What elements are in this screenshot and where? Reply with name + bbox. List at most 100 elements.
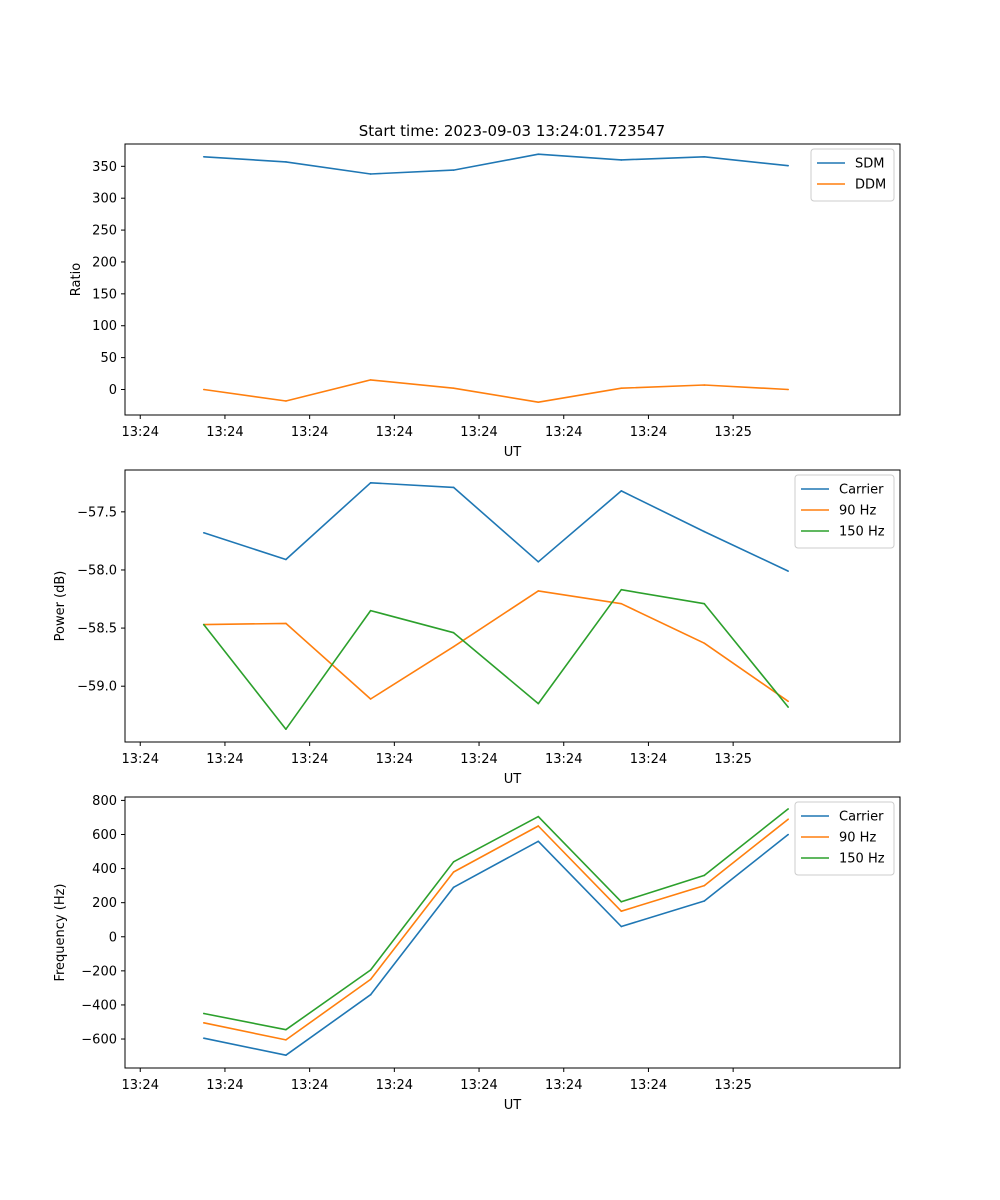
data-point — [787, 570, 789, 572]
legend: SDM DDM — [810, 148, 895, 202]
series-line-carrier — [203, 833, 789, 1056]
series-line-sdm — [203, 153, 789, 175]
series-line-ddm — [203, 379, 789, 404]
data-point — [537, 825, 540, 827]
x-tick-label: 13:24 — [460, 425, 497, 440]
x-axis-label: UT — [504, 445, 522, 460]
data-point — [369, 978, 372, 981]
legend: Carrier 90 Hz 150 Hz — [794, 801, 895, 876]
data-point — [369, 969, 372, 971]
axes-frame — [124, 143, 901, 416]
x-axis-label: UT — [504, 772, 522, 787]
data-point — [452, 631, 455, 634]
axes-frame — [124, 796, 901, 1069]
y-tick-label: 150 — [92, 287, 117, 302]
chart-panel-2: 13:24 13:24 13:24 13:24 13:24 13:24 13:24 13:25… — [53, 469, 901, 787]
data-point — [285, 622, 287, 625]
data-point — [537, 702, 540, 705]
data-point — [537, 590, 540, 592]
legend-label: DDM — [855, 178, 886, 193]
y-tick-label: 200 — [92, 896, 117, 911]
x-tick-label: 13:24 — [206, 1078, 243, 1093]
data-point — [452, 860, 455, 863]
data-point — [369, 379, 372, 381]
data-point — [202, 531, 205, 534]
data-point — [285, 1039, 287, 1041]
chart-panel-1: 13:24 13:24 13:24 13:24 13:24 13:24 13:24 13:25… — [69, 143, 901, 460]
y-tick-label: 600 — [92, 828, 117, 843]
data-point — [620, 159, 623, 161]
legend-label: Carrier — [839, 810, 884, 825]
series-line-carrier — [203, 481, 789, 572]
data-point — [620, 910, 623, 912]
data-point — [787, 808, 789, 810]
data-point — [285, 400, 287, 402]
data-point — [620, 588, 623, 591]
data-point — [202, 388, 205, 391]
y-tick-label: −59.0 — [77, 680, 117, 695]
figure-title: Start time: 2023-09-03 13:24:01.723547 — [359, 122, 665, 140]
y-tick-label: 100 — [92, 319, 117, 334]
x-tick-label: 13:24 — [460, 1078, 497, 1093]
y-tick-label: 400 — [92, 862, 117, 877]
y-axis-label: Power (dB) — [53, 571, 68, 642]
x-tick-label: 13:24 — [206, 425, 243, 440]
x-tick-label: 13:24 — [291, 425, 328, 440]
legend-box — [794, 801, 895, 876]
y-tick-label: 200 — [92, 255, 117, 270]
y-tick-label: −600 — [81, 1033, 117, 1048]
y-tick-label: −58.0 — [77, 563, 117, 578]
axes-frame — [124, 469, 901, 743]
data-point — [452, 486, 455, 489]
data-point — [202, 1022, 205, 1024]
x-tick-label: 13:24 — [122, 1078, 159, 1093]
x-tick-label: 13:24 — [122, 425, 159, 440]
data-point — [787, 388, 789, 391]
y-tick-label: 250 — [92, 224, 117, 239]
data-point — [285, 728, 287, 731]
data-point — [452, 387, 455, 390]
data-point — [452, 886, 455, 889]
data-point — [620, 901, 623, 903]
data-point — [787, 818, 789, 820]
legend-label: 150 Hz — [839, 525, 885, 540]
x-tick-label: 13:24 — [206, 752, 243, 767]
x-tick-label: 13:24 — [630, 752, 667, 767]
data-point — [703, 642, 706, 644]
data-point — [369, 698, 372, 700]
data-point — [369, 609, 372, 612]
data-point — [620, 925, 623, 928]
data-point — [787, 164, 789, 167]
x-tick-label: 13:24 — [630, 1078, 667, 1093]
data-point — [620, 387, 623, 390]
data-point — [285, 161, 287, 163]
x-tick-label: 13:24 — [376, 1078, 413, 1093]
data-point — [285, 558, 287, 561]
x-tick-label: 13:25 — [714, 752, 751, 767]
data-point — [202, 1012, 205, 1015]
data-point — [285, 1054, 287, 1057]
y-tick-label: 300 — [92, 192, 117, 207]
data-point — [452, 871, 455, 873]
data-point — [703, 884, 706, 887]
data-point — [703, 155, 706, 158]
x-tick-label: 13:24 — [122, 752, 159, 767]
chart-panel-3: 13:24 13:24 13:24 13:24 13:24 13:24 13:24 13:25… — [53, 794, 901, 1113]
x-tick-label: 13:25 — [714, 1078, 751, 1093]
series-line-150-hz — [203, 588, 789, 731]
x-tick-label: 13:24 — [545, 425, 582, 440]
legend-label: Carrier — [839, 483, 884, 498]
legend-box — [794, 474, 895, 549]
data-point — [202, 155, 205, 158]
data-point — [202, 623, 205, 626]
data-point — [703, 530, 706, 533]
y-tick-label: 0 — [109, 930, 117, 945]
legend-box — [810, 148, 895, 202]
y-tick-label: −400 — [81, 998, 117, 1013]
y-tick-label: 0 — [109, 383, 117, 398]
y-axis-label: Ratio — [69, 263, 84, 296]
y-tick-label: −57.5 — [77, 505, 117, 520]
legend-label: SDM — [855, 157, 884, 172]
data-point — [787, 706, 789, 708]
